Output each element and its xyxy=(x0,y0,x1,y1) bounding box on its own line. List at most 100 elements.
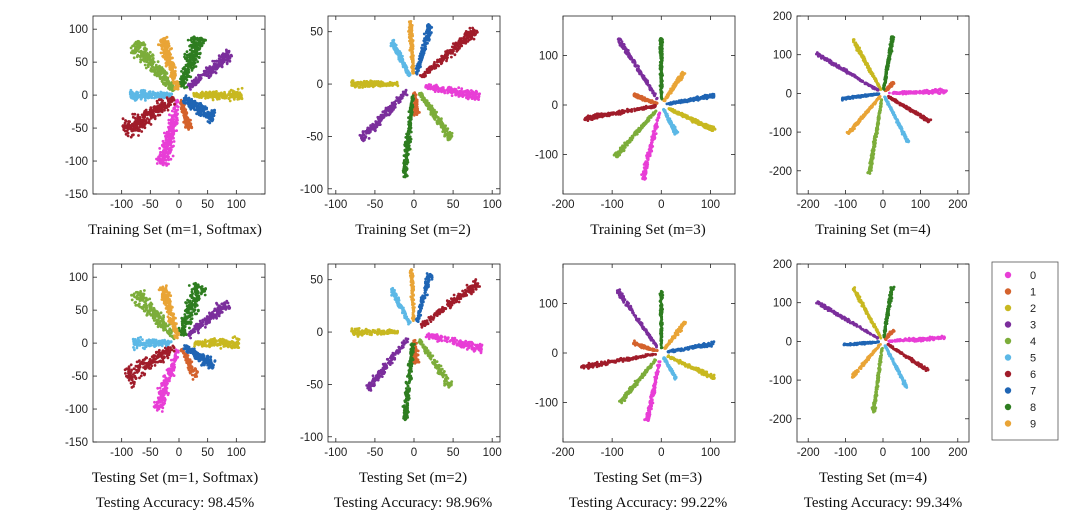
point xyxy=(171,63,175,67)
point xyxy=(419,61,422,64)
point xyxy=(622,42,626,46)
point xyxy=(356,82,360,86)
point xyxy=(142,41,145,45)
point xyxy=(189,122,192,125)
point xyxy=(170,109,174,113)
point xyxy=(445,54,448,58)
point xyxy=(142,114,146,117)
point xyxy=(406,153,410,157)
point xyxy=(463,93,467,97)
point xyxy=(191,53,194,56)
point xyxy=(170,47,174,50)
point xyxy=(223,90,226,94)
point xyxy=(450,94,454,97)
point xyxy=(211,96,215,100)
point xyxy=(640,173,643,177)
point xyxy=(143,90,147,94)
point xyxy=(161,144,164,148)
point xyxy=(655,118,659,122)
point xyxy=(138,125,142,129)
point xyxy=(408,21,412,24)
point xyxy=(217,62,221,65)
point xyxy=(193,51,197,54)
point xyxy=(195,107,199,111)
point xyxy=(207,117,211,120)
point xyxy=(392,105,396,108)
point xyxy=(699,121,703,124)
point xyxy=(408,27,412,31)
point xyxy=(375,80,378,84)
point xyxy=(145,94,149,97)
point xyxy=(156,101,159,105)
point xyxy=(192,46,196,49)
point xyxy=(696,122,700,125)
point xyxy=(142,117,146,121)
point xyxy=(411,58,415,62)
point xyxy=(411,39,415,42)
point xyxy=(158,77,162,80)
point xyxy=(199,93,203,97)
point xyxy=(194,83,198,86)
point xyxy=(373,126,376,129)
point xyxy=(392,101,396,104)
point xyxy=(164,75,168,79)
point xyxy=(132,56,136,60)
point xyxy=(401,94,405,97)
point xyxy=(183,72,187,76)
point xyxy=(678,112,682,115)
point xyxy=(171,131,175,135)
point xyxy=(431,110,434,114)
point xyxy=(189,88,192,91)
point xyxy=(121,117,125,121)
point xyxy=(161,80,164,84)
point xyxy=(137,134,140,137)
point xyxy=(196,60,200,64)
point xyxy=(150,114,154,118)
point xyxy=(186,68,189,71)
point xyxy=(169,75,172,78)
point xyxy=(420,46,423,50)
point xyxy=(163,77,166,81)
point xyxy=(139,60,143,64)
point xyxy=(174,66,177,69)
point xyxy=(370,83,374,86)
point xyxy=(438,88,442,92)
point xyxy=(153,69,157,73)
point xyxy=(198,36,202,40)
point xyxy=(155,162,159,165)
point xyxy=(470,92,474,96)
point xyxy=(186,121,190,124)
point xyxy=(405,68,409,72)
point xyxy=(164,149,168,153)
point xyxy=(139,120,143,124)
cluster-digit-2 xyxy=(350,79,400,89)
point xyxy=(439,58,443,62)
point xyxy=(165,59,169,63)
point xyxy=(443,130,447,134)
point xyxy=(157,155,161,159)
point xyxy=(212,94,216,97)
point xyxy=(173,111,177,115)
point xyxy=(141,43,145,47)
point xyxy=(200,110,204,113)
point xyxy=(156,68,159,71)
cluster-digit-2 xyxy=(667,107,717,133)
point xyxy=(131,112,135,116)
point xyxy=(130,127,134,131)
point xyxy=(167,56,171,60)
point xyxy=(414,94,417,98)
point xyxy=(186,70,190,74)
point xyxy=(443,55,446,59)
point xyxy=(639,71,642,74)
point xyxy=(447,138,451,142)
point xyxy=(163,72,167,76)
point xyxy=(151,109,155,112)
point xyxy=(187,128,191,131)
point xyxy=(407,33,411,36)
point xyxy=(472,28,475,32)
point xyxy=(399,53,402,56)
point xyxy=(466,93,470,96)
point xyxy=(436,63,439,67)
point xyxy=(408,39,411,43)
